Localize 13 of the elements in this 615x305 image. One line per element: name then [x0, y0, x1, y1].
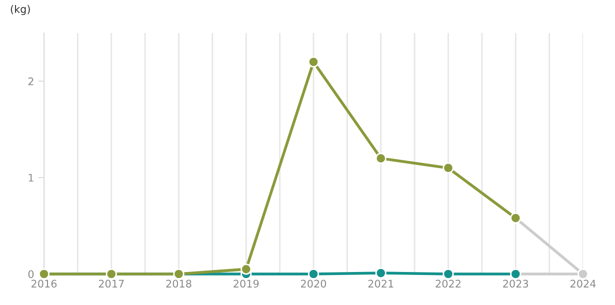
x-tick-label: 2022 [436, 280, 460, 288]
y-tick-label: 2 [28, 77, 34, 86]
x-tick-label: 2019 [234, 280, 259, 288]
x-tick-label: 2020 [301, 280, 326, 288]
y-tick-label: 1 [28, 174, 34, 182]
x-tick-label: 2018 [166, 280, 192, 288]
y-tick-label: 0 [28, 270, 34, 278]
x-tick-label: 2021 [368, 280, 394, 288]
x-tick-label: 2023 [503, 280, 528, 288]
y-axis-title: (kg) [10, 4, 30, 16]
x-tick-label: 2016 [32, 280, 57, 288]
x-tick-label: 2017 [98, 280, 124, 288]
x-tick-label: 2024 [570, 280, 596, 288]
